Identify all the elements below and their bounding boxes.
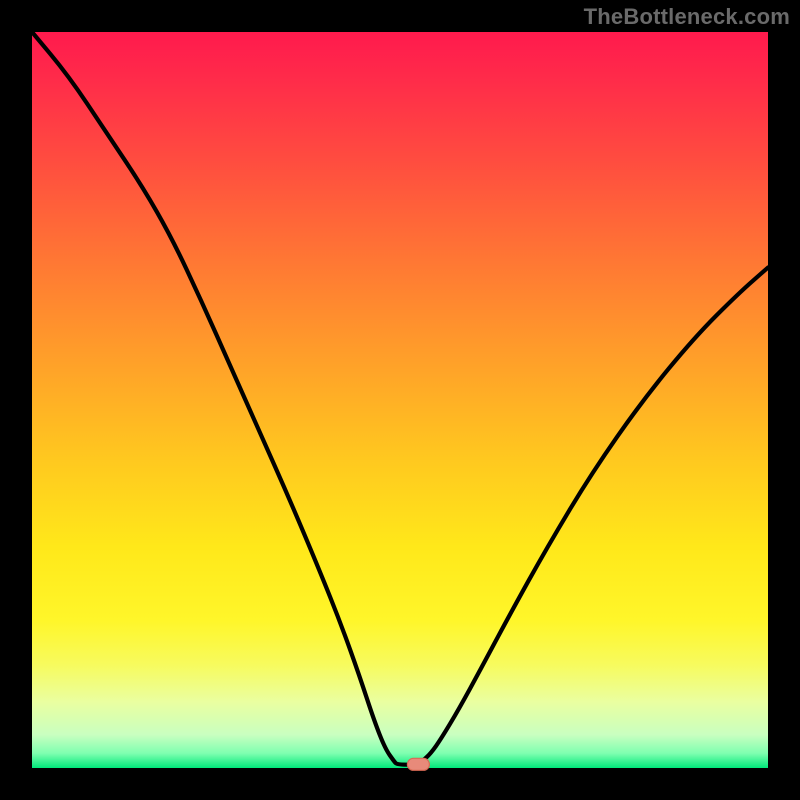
plot-background (32, 32, 768, 768)
bottleneck-chart (0, 0, 800, 800)
optimum-marker (407, 758, 429, 770)
watermark-text: TheBottleneck.com (584, 4, 790, 30)
